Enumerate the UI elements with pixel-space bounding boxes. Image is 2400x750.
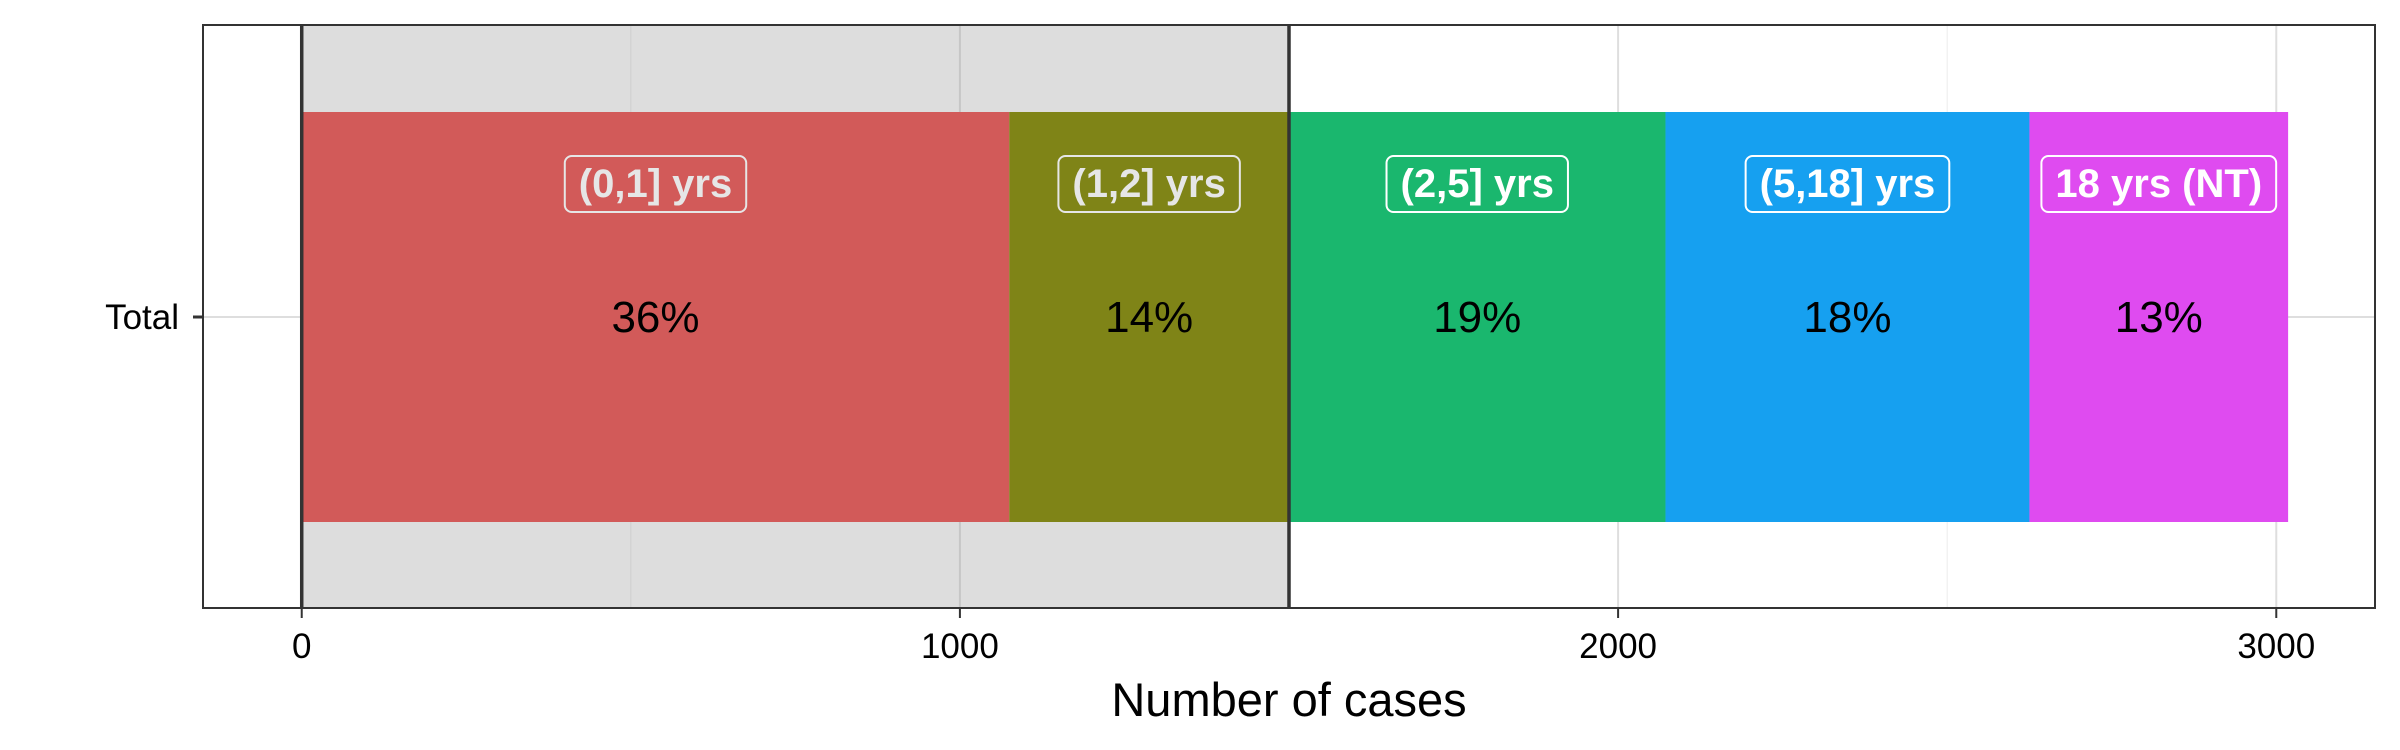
reference-lines — [299, 25, 1291, 608]
category-label-5: 18 yrs (NT) — [2040, 155, 2278, 213]
x-tick-label: 2000 — [1579, 627, 1657, 666]
category-label-box — [1744, 155, 1951, 213]
x-tick-label: 0 — [292, 627, 311, 666]
category-label-text: (2,5] yrs — [1401, 162, 1554, 206]
axes: 0 1000 2000 3000 Total — [105, 298, 2315, 666]
y-tick-label: Total — [105, 298, 179, 337]
x-tick-label: 1000 — [921, 627, 999, 666]
category-label-text: (0,1] yrs — [579, 162, 732, 206]
category-label-1: (0,1] yrs — [563, 155, 748, 213]
percent-label-3: 19% — [1433, 293, 1521, 342]
category-label-3: (2,5] yrs — [1385, 155, 1569, 213]
category-label-text: (5,18] yrs — [1760, 162, 1936, 206]
percent-label-1: 36% — [611, 293, 699, 342]
data-labels: 36% (0,1] yrs 14% (1,2] yrs 19% (2,5] yrs 18% (… — [563, 155, 2278, 342]
percent-label-4: 18% — [1803, 293, 1891, 342]
x-axis-title: Number of cases — [1111, 673, 1466, 726]
percent-label-5: 13% — [2115, 293, 2203, 342]
category-label-4: (5,18] yrs — [1744, 155, 1951, 213]
x-tick-label: 3000 — [2237, 627, 2315, 666]
category-label-box — [2040, 155, 2278, 213]
percent-label-2: 14% — [1105, 293, 1193, 342]
category-label-box — [563, 155, 748, 213]
category-label-box — [1385, 155, 1569, 213]
category-label-text: (1,2] yrs — [1072, 162, 1225, 206]
category-label-box — [1057, 155, 1241, 213]
category-label-text: 18 yrs (NT) — [2055, 162, 2262, 206]
category-label-2: (1,2] yrs — [1057, 155, 1241, 213]
